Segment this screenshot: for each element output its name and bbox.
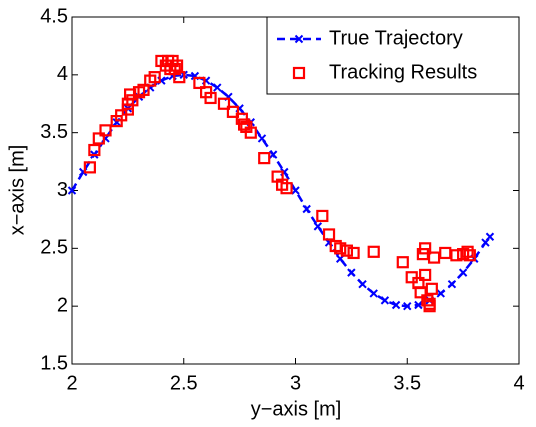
tracking-point [450, 249, 463, 262]
tracking-point [244, 126, 257, 139]
tracking-point [92, 132, 105, 145]
trajectory-marker [447, 279, 457, 289]
y-axis-label: x−axis [m] [6, 145, 28, 236]
tracking-point [414, 286, 427, 299]
trajectory-marker [414, 300, 423, 310]
trajectory-marker [302, 204, 311, 214]
trajectory-marker [313, 222, 323, 231]
y-tick-label: 4 [57, 63, 68, 85]
tracking-point [439, 246, 452, 260]
tracking-point [425, 282, 438, 295]
tracking-point [88, 143, 101, 157]
tracking-point [99, 124, 112, 137]
trajectory-marker [391, 300, 401, 310]
legend-marker [294, 34, 304, 44]
tracking-point [347, 246, 360, 260]
tracking-point [280, 182, 293, 195]
y-tick-label: 3 [57, 179, 68, 201]
tracking-point [419, 242, 432, 255]
tracking-point [126, 94, 139, 107]
tracking-point [461, 245, 474, 258]
tracking-point [204, 91, 217, 105]
trajectory-marker [291, 186, 300, 195]
tracking-point [463, 249, 476, 262]
tracking-point [148, 71, 161, 84]
tracking-point [137, 83, 150, 96]
trajectory-marker [257, 134, 267, 143]
tracking-point [226, 105, 240, 118]
y-tick-label: 2 [57, 294, 68, 316]
tracking-point [367, 245, 380, 258]
legend-box [266, 16, 520, 95]
trajectory-marker [485, 232, 495, 241]
y-tick-label: 3.5 [40, 121, 68, 143]
tracking-point [217, 97, 231, 110]
tracking-point [427, 251, 441, 264]
y-tick-label: 4.5 [40, 5, 68, 27]
trajectory-marker [380, 296, 390, 305]
y-tick-label: 1.5 [40, 352, 68, 374]
tracking-point [83, 161, 96, 174]
y-tick-label: 2.5 [40, 237, 68, 259]
x-axis-label: y−axis [m] [251, 398, 342, 420]
x-tick-label: 3.5 [393, 372, 421, 394]
tracking-point [193, 76, 206, 90]
tracking-point [423, 300, 436, 313]
x-tick-label: 3 [290, 372, 301, 394]
legend-label: True Trajectory [329, 27, 463, 49]
legend-marker [292, 66, 306, 80]
trajectory-marker [369, 289, 378, 298]
tracking-point [334, 242, 347, 255]
trajectory-marker [67, 186, 77, 195]
legend-label: Tracking Results [329, 61, 477, 83]
tracking-point [396, 256, 409, 269]
tracking-point [173, 71, 186, 84]
tracking-point [322, 228, 336, 241]
tracking-point [419, 268, 432, 282]
trajectory-marker [213, 83, 222, 92]
trajectory-marker [403, 301, 412, 311]
x-tick-label: 4 [513, 372, 524, 394]
x-tick-label: 2 [66, 372, 77, 394]
trajectory-marker [436, 289, 445, 298]
tracking-point [340, 244, 354, 257]
trajectory-marker [358, 279, 367, 289]
tracking-point [170, 59, 184, 72]
tracking-point [316, 209, 329, 223]
trajectory-marker [347, 268, 356, 277]
tracking-point [258, 152, 271, 165]
trajectory-marker [458, 268, 468, 277]
x-tick-label: 2.5 [170, 372, 198, 394]
trajectory-marker [268, 150, 278, 159]
tracking-point [237, 118, 251, 131]
